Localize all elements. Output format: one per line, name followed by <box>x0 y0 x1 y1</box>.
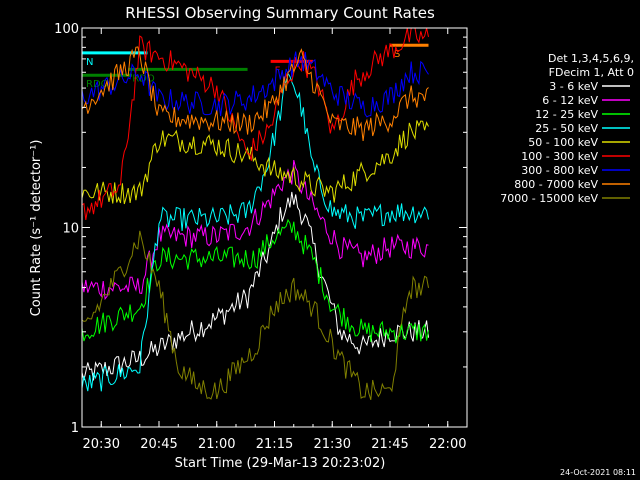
series-line-6 <box>81 51 429 118</box>
legend-entry-label: 50 - 100 keV <box>528 136 598 149</box>
y-tick-label: 10 <box>62 222 79 237</box>
legend-entry-label: 3 - 6 keV <box>549 80 598 93</box>
flag-label-0: N <box>86 57 93 68</box>
y-tick-label: 1 <box>71 421 79 436</box>
x-tick-label: 20:45 <box>140 437 177 452</box>
x-tick-label: 21:15 <box>256 437 293 452</box>
series-line-3 <box>81 71 429 392</box>
series-layer <box>81 27 429 400</box>
legend-entry-label: 25 - 50 keV <box>535 122 598 135</box>
series-line-4 <box>81 120 429 205</box>
series-line-7 <box>81 46 429 141</box>
timestamp: 24-Oct-2021 08:11 <box>560 468 636 477</box>
y-tick-label: 100 <box>54 22 79 37</box>
series-line-5 <box>81 27 429 220</box>
x-axis-label: Start Time (29-Mar-13 20:23:02) <box>175 456 386 471</box>
x-tick-label: 21:30 <box>314 437 351 452</box>
legend-header-line: Det 1,3,4,5,6,9, <box>548 52 634 65</box>
legend-entry-label: 6 - 12 keV <box>542 94 598 107</box>
legend-entry-label: 300 - 800 keV <box>521 164 598 177</box>
y-axis-label: Count Rate (s⁻¹ detector⁻¹) <box>29 140 44 317</box>
flag-label-2: RDO <box>132 73 155 84</box>
x-tick-label: 21:00 <box>198 437 235 452</box>
series-line-8 <box>81 230 429 400</box>
legend-entry-label: 7000 - 15000 keV <box>500 192 598 205</box>
x-tick-label: 20:30 <box>83 437 120 452</box>
x-tick-label: 21:45 <box>371 437 408 452</box>
flag-label-3: F <box>275 65 281 76</box>
legend-header-line: FDecim 1, Att 0 <box>549 66 634 79</box>
x-tick-label: 22:00 <box>429 437 466 452</box>
series-line-2 <box>81 218 429 344</box>
chart-title: RHESSI Observing Summary Count Rates <box>125 4 435 22</box>
legend: Det 1,3,4,5,6,9,FDecim 1, Att 03 - 6 keV… <box>500 52 634 205</box>
y-axis: 1 10 100 <box>54 22 467 436</box>
legend-entry-label: 800 - 7000 keV <box>514 178 598 191</box>
series-line-1 <box>81 159 429 301</box>
series-line-0 <box>81 191 429 381</box>
legend-entry-label: 12 - 25 keV <box>535 108 598 121</box>
flag-label-4: S <box>394 49 400 60</box>
legend-entry-label: 100 - 300 keV <box>521 150 598 163</box>
x-axis: 20:30 20:45 21:00 21:15 21:30 21:45 22:00 <box>81 28 468 452</box>
